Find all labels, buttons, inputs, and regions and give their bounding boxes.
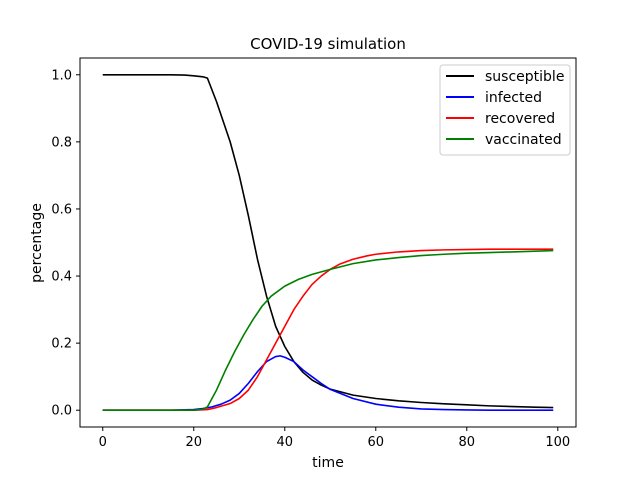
chart-title: COVID-19 simulation: [250, 35, 406, 53]
series-line-susceptible: [102, 73, 554, 409]
x-tick-label: 100: [545, 435, 570, 450]
x-tick-label: 60: [368, 435, 385, 450]
legend-frame: [439, 64, 571, 156]
plot-area-frame: [79, 57, 577, 428]
x-tick-label: 80: [459, 435, 476, 450]
y-tick-label: 0.0: [51, 404, 72, 419]
y-tick-label: 0.4: [51, 270, 72, 285]
legend-label-infected: infected: [485, 90, 542, 106]
y-axis-label: percentage: [29, 203, 45, 283]
series-line-recovered: [102, 248, 554, 412]
legend-label-recovered: recovered: [485, 111, 555, 127]
axis-ticks: 0 20 40 60 80 100 0.0 0.2 0.4 0.6 0.8 1.0: [51, 68, 570, 450]
x-tick-label: 0: [99, 435, 107, 450]
x-tick-label: 40: [276, 435, 293, 450]
legend: susceptible infected recovered vaccinated: [439, 64, 571, 156]
legend-label-vaccinated: vaccinated: [485, 132, 562, 148]
x-axis-label: time: [312, 455, 344, 471]
series-layer: [102, 73, 554, 412]
series-line-vaccinated: [102, 249, 554, 412]
legend-label-susceptible: susceptible: [485, 69, 564, 85]
y-tick-label: 1.0: [51, 68, 72, 83]
y-tick-label: 0.6: [51, 202, 72, 217]
x-tick-label: 20: [185, 435, 202, 450]
y-tick-label: 0.8: [51, 135, 72, 150]
y-tick-label: 0.2: [51, 337, 72, 352]
